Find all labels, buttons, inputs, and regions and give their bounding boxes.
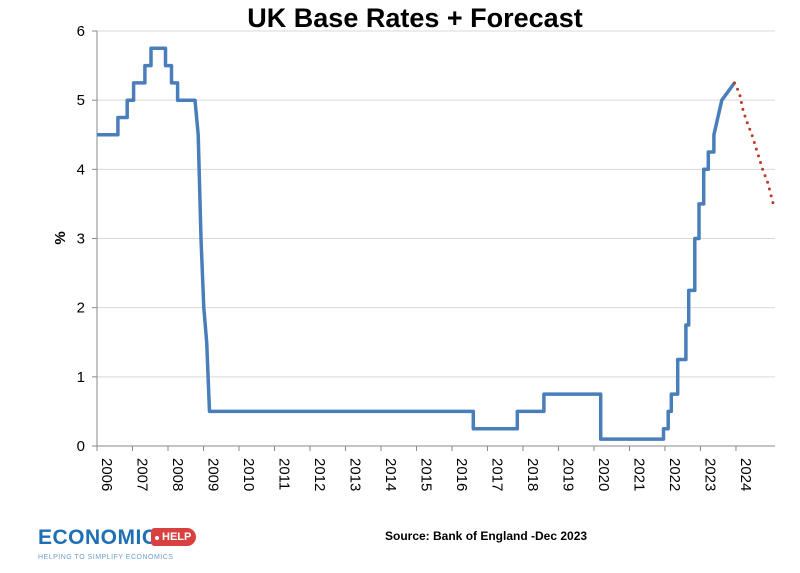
y-axis-label: % [52, 231, 69, 244]
y-tick-label-3: 3 [77, 231, 85, 248]
logo-tag-hole-icon [155, 536, 159, 540]
x-tick-label-2022: 2022 [666, 458, 683, 491]
x-tick-label-2009: 2009 [204, 458, 221, 491]
x-tick-label-2024: 2024 [737, 458, 754, 491]
y-tick-label-2: 2 [77, 300, 85, 317]
x-tick-label-2012: 2012 [311, 458, 328, 491]
gridlines [96, 30, 775, 447]
series-line-base-rate [97, 46, 736, 441]
series-lines [97, 46, 775, 441]
x-ticks: 2006 2007 2008 2009 2010 2011 2012 2013 2014 2015… [96, 446, 754, 491]
y-ticks: 0 1 2 3 4 5 6 [77, 23, 97, 455]
logo-tag-text: HELP [162, 531, 192, 543]
y-tick-label-4: 4 [77, 161, 85, 178]
x-tick-label-2010: 2010 [240, 458, 257, 491]
x-tick-label-2011: 2011 [275, 458, 292, 490]
x-tick-label-2007: 2007 [133, 458, 150, 491]
x-tick-label-2008: 2008 [169, 458, 186, 491]
chart-title: UK Base Rates + Forecast [247, 3, 582, 33]
logo-tagline: HELPING TO SIMPLIFY ECONOMICS [38, 554, 174, 561]
economics-help-logo[interactable]: ECONOMICS HELP HELPING TO SIMPLIFY ECONO… [38, 526, 208, 566]
x-tick-label-2006: 2006 [98, 458, 115, 491]
x-tick-label-2014: 2014 [382, 458, 399, 491]
y-tick-label-1: 1 [77, 369, 85, 386]
x-tick-label-2018: 2018 [524, 458, 541, 491]
x-tick-label-2020: 2020 [595, 458, 612, 491]
x-tick-label-2019: 2019 [559, 458, 576, 491]
source-note: Source: Bank of England -Dec 2023 [385, 529, 588, 543]
x-tick-label-2015: 2015 [417, 458, 434, 491]
series-line-forecast [733, 81, 775, 206]
x-tick-label-2021: 2021 [630, 458, 647, 491]
x-tick-label-2016: 2016 [453, 458, 470, 491]
y-tick-label-0: 0 [77, 438, 85, 455]
x-tick-label-2017: 2017 [488, 458, 505, 491]
x-tick-label-2023: 2023 [701, 458, 718, 491]
logo-tag: HELP [151, 528, 197, 546]
y-tick-label-6: 6 [77, 23, 85, 40]
logo-wordmark: ECONOMICS [38, 526, 173, 549]
y-tick-label-5: 5 [77, 92, 85, 109]
x-tick-label-2013: 2013 [346, 458, 363, 491]
